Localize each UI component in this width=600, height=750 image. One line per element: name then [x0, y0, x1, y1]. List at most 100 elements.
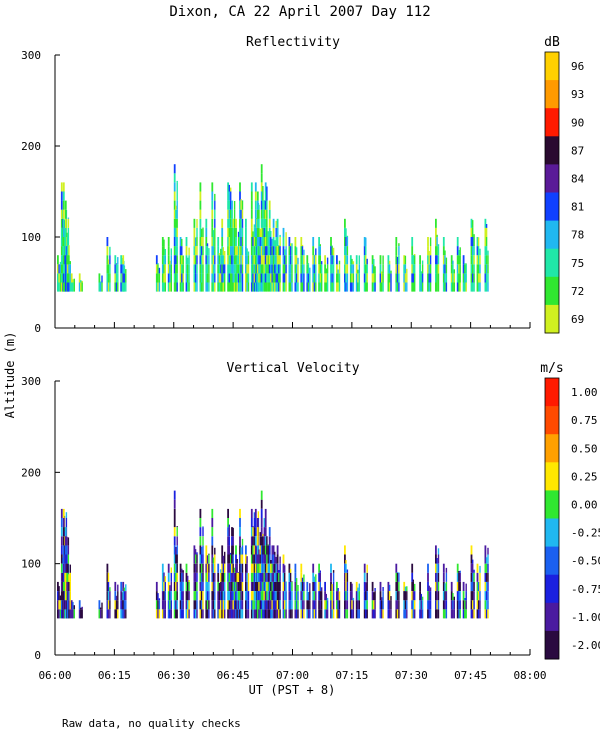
data-cell [285, 609, 287, 619]
data-cell [69, 273, 71, 283]
data-cell [175, 554, 177, 564]
data-cell [395, 255, 398, 265]
data-cell [321, 587, 323, 592]
data-cell [240, 600, 242, 610]
data-cell [381, 273, 383, 283]
data-cell [200, 237, 203, 247]
data-cell [221, 237, 224, 247]
data-cell [175, 237, 177, 247]
data-cell [164, 255, 166, 265]
data-cell [306, 255, 309, 265]
data-cell [175, 563, 177, 573]
data-cell [420, 600, 422, 610]
data-cell [321, 609, 323, 619]
data-cell [291, 282, 293, 292]
colorbar-label: 72 [571, 285, 584, 298]
y-tick-label: 200 [21, 466, 41, 479]
data-cell [414, 255, 416, 265]
data-cell [303, 574, 305, 582]
data-cell [161, 609, 164, 619]
data-cell [271, 554, 273, 564]
data-cell [326, 600, 329, 610]
data-cell [456, 600, 459, 610]
data-cell [267, 246, 269, 256]
data-cell [66, 572, 69, 582]
data-cell [185, 255, 188, 265]
data-cell [436, 609, 438, 619]
data-cell [435, 591, 437, 601]
data-cell [351, 600, 353, 610]
data-cell [442, 600, 445, 610]
data-cell [355, 591, 358, 601]
x-tick-label: 07:00 [276, 669, 309, 682]
data-cell [435, 227, 437, 237]
data-cell [268, 572, 271, 582]
data-cell [318, 572, 320, 582]
data-cell [227, 273, 229, 283]
data-cell [217, 600, 220, 610]
data-cell [267, 237, 269, 247]
data-cell [278, 246, 280, 256]
data-cell [169, 264, 171, 274]
data-cell [274, 581, 276, 591]
data-cell [363, 591, 366, 601]
data-cell [282, 237, 285, 247]
data-cell [68, 574, 70, 582]
data-cell [158, 600, 161, 610]
data-cell [241, 237, 244, 247]
data-cell [437, 548, 440, 555]
data-cell [194, 591, 197, 601]
data-cell [246, 248, 248, 256]
data-cell [208, 553, 210, 555]
data-cell [220, 569, 222, 573]
data-cell [252, 591, 254, 601]
data-cell [176, 218, 178, 228]
colorbar-unit-label: dB [544, 35, 560, 50]
data-cell [258, 255, 260, 265]
data-cell [349, 282, 352, 292]
data-cell [270, 560, 272, 564]
data-cell [155, 609, 158, 619]
data-cell [107, 264, 110, 274]
data-cell [205, 609, 208, 619]
data-cell [260, 200, 263, 210]
data-cell [412, 600, 414, 610]
data-cell [258, 264, 260, 274]
data-cell [199, 508, 202, 518]
data-cell [338, 591, 341, 601]
data-cell [260, 581, 263, 591]
data-cell [484, 237, 487, 247]
data-cell [271, 572, 273, 582]
data-cell [271, 246, 273, 256]
data-cell [199, 518, 202, 528]
data-cell [60, 182, 63, 192]
data-cell [187, 609, 189, 619]
data-cell [291, 609, 293, 619]
data-cell [315, 591, 317, 601]
data-cell [274, 246, 276, 256]
data-cell [66, 609, 69, 619]
data-cell [185, 572, 188, 582]
data-cell [231, 209, 233, 219]
data-cell [262, 264, 264, 274]
data-cell [157, 282, 159, 292]
data-cell [388, 609, 391, 619]
data-cell [366, 572, 368, 582]
colorbar-swatch [545, 220, 559, 250]
data-cell [176, 246, 178, 256]
data-cell [176, 180, 178, 183]
data-cell [179, 282, 182, 292]
data-cell [217, 255, 220, 265]
data-cell [358, 583, 360, 591]
data-cell [262, 200, 264, 210]
data-cell [351, 273, 353, 283]
data-cell [264, 591, 267, 601]
data-cell [456, 572, 459, 582]
data-cell [232, 237, 234, 247]
data-cell [211, 264, 214, 274]
data-cell [98, 600, 101, 610]
data-cell [272, 237, 275, 247]
data-cell [212, 609, 215, 619]
data-cell [258, 237, 260, 247]
data-cell [472, 581, 474, 591]
